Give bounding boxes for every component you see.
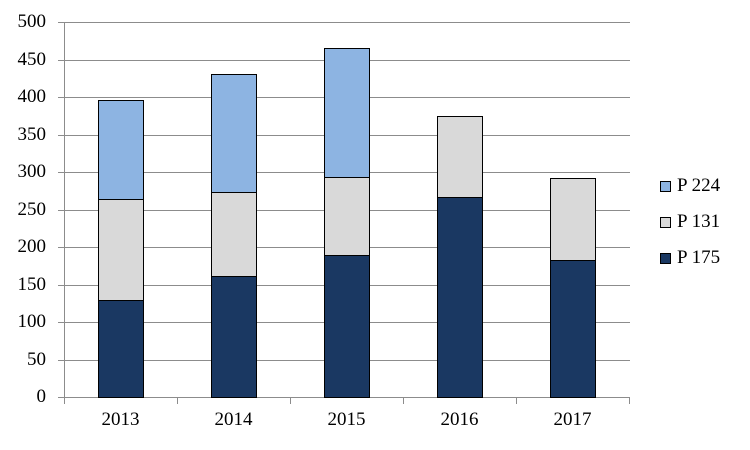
y-tick-label: 400 <box>17 86 47 107</box>
bar-segment-p-175 <box>211 276 257 398</box>
legend-row: P 224 <box>660 175 720 197</box>
legend-swatch-icon <box>660 216 671 228</box>
x-tick-mark <box>516 398 517 404</box>
y-tick-label: 500 <box>17 11 47 32</box>
bar-segment-p-224 <box>211 74 257 193</box>
y-gridline <box>65 22 630 23</box>
y-tick-mark <box>58 172 64 173</box>
legend: P 224 P 131 P 175 <box>660 175 720 269</box>
x-tick-mark <box>290 398 291 404</box>
y-tick-mark <box>58 397 64 398</box>
y-tick-mark <box>58 247 64 248</box>
x-tick-label: 2015 <box>327 409 366 430</box>
bar-segment-p-224 <box>324 48 370 178</box>
legend-row: P 175 <box>660 247 720 269</box>
y-tick-label: 200 <box>17 236 47 257</box>
legend-swatch-icon <box>660 180 671 192</box>
x-tick-label: 2016 <box>440 409 479 430</box>
legend-row: P 131 <box>660 211 720 233</box>
x-tick-mark <box>177 398 178 404</box>
y-tick-label: 300 <box>17 161 47 182</box>
y-tick-label: 250 <box>17 199 47 220</box>
bar-segment-p-131 <box>550 178 596 261</box>
y-tick-mark <box>58 322 64 323</box>
y-tick-mark <box>58 285 64 286</box>
x-tick-label: 2013 <box>101 409 140 430</box>
y-tick-label: 350 <box>17 124 47 145</box>
y-tick-label: 150 <box>17 274 47 295</box>
bar-segment-p-175 <box>324 255 370 398</box>
y-tick-label: 100 <box>17 311 47 332</box>
x-tick-mark <box>403 398 404 404</box>
y-tick-mark <box>58 97 64 98</box>
bar-segment-p-175 <box>437 197 483 398</box>
bar-segment-p-131 <box>98 199 144 301</box>
y-tick-label: 50 <box>27 349 46 370</box>
y-tick-mark <box>58 22 64 23</box>
y-tick-label: 0 <box>36 386 47 407</box>
legend-label: P 175 <box>677 247 721 268</box>
legend-label: P 131 <box>677 211 721 232</box>
x-tick-mark <box>64 398 65 404</box>
x-tick-label: 2014 <box>214 409 253 430</box>
legend-label: P 224 <box>677 175 721 196</box>
y-tick-label: 450 <box>17 49 47 70</box>
y-tick-mark <box>58 135 64 136</box>
bar-segment-p-175 <box>98 300 144 398</box>
y-tick-mark <box>58 210 64 211</box>
x-tick-mark <box>629 398 630 404</box>
legend-swatch-icon <box>660 252 671 264</box>
bar-segment-p-131 <box>211 192 257 277</box>
bar-segment-p-224 <box>98 100 144 200</box>
y-axis-line <box>64 22 65 398</box>
bar-segment-p-131 <box>437 116 483 198</box>
x-tick-label: 2017 <box>553 409 592 430</box>
y-tick-mark <box>58 60 64 61</box>
y-tick-mark <box>58 360 64 361</box>
bar-segment-p-175 <box>550 260 596 398</box>
bar-segment-p-131 <box>324 177 370 256</box>
